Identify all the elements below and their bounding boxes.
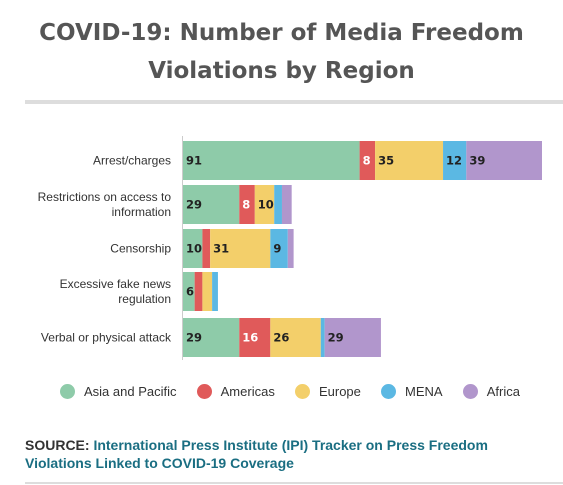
data-label: 31: [213, 242, 229, 256]
data-label: 26: [273, 331, 289, 345]
source-link[interactable]: International Press Institute (IPI) Trac…: [25, 437, 488, 471]
bar-segment: [270, 229, 288, 268]
bar-segment: [320, 318, 325, 357]
category-label-line: Arrest/charges: [93, 154, 171, 168]
bar-segment: [183, 229, 203, 268]
bar-segment: [183, 185, 240, 224]
bar-segment: [212, 272, 218, 311]
data-label: 9: [273, 242, 281, 256]
category-label: Verbal or physical attack: [41, 331, 172, 345]
chart-title: COVID-19: Number of Media Freedom Violat…: [39, 20, 524, 84]
data-label: 35: [378, 154, 394, 168]
legend-swatch: [60, 384, 75, 399]
category-label: Excessive fake news regulation: [60, 277, 171, 306]
legend-swatch: [294, 384, 310, 399]
category-label-line: Censorship: [110, 242, 171, 256]
bar-segment: [183, 272, 195, 311]
bar-segment: [274, 185, 282, 224]
category-label: Censorship: [110, 242, 171, 256]
bar-segment: [324, 318, 381, 357]
category-label: Arrest/charges: [93, 154, 171, 168]
data-label: 8: [242, 198, 250, 212]
bar-segment: [443, 141, 467, 180]
bar-segment: [466, 141, 542, 180]
bar-segment: [281, 185, 292, 224]
bar-segment: [239, 185, 255, 224]
bar-segment: [183, 318, 240, 357]
data-label: 29: [186, 331, 202, 345]
category-label: Restrictions on access to information: [38, 190, 172, 219]
data-label: 10: [186, 242, 202, 256]
title-divider: [25, 100, 563, 104]
legend-item: Europe: [294, 384, 361, 399]
source-prefix: SOURCE:: [25, 437, 94, 453]
bar-segment: [183, 141, 360, 180]
data-label: 10: [258, 198, 274, 212]
source-note: SOURCE: International Press Institute (I…: [25, 436, 545, 472]
legend-label: Europe: [318, 384, 361, 399]
bar-segment: [270, 318, 321, 357]
category-label-line: regulation: [118, 292, 171, 306]
data-label: 29: [328, 331, 344, 345]
category-label-line: Restrictions on access to: [38, 190, 172, 204]
data-label: 29: [186, 198, 202, 212]
data-label: 91: [186, 154, 202, 168]
category-label-line: Excessive fake news: [60, 277, 171, 291]
stacked-bar-chart: Arrest/charges Restrictions on access to i…: [38, 136, 542, 360]
bottom-divider: [25, 482, 563, 484]
bar-segment: [287, 229, 294, 268]
bar-segment: [375, 141, 444, 180]
legend-label: Africa: [486, 384, 520, 399]
data-label: 6: [186, 285, 194, 299]
category-label-line: Verbal or physical attack: [41, 331, 172, 345]
legend-swatch: [196, 384, 212, 399]
category-label-line: information: [112, 205, 171, 219]
data-label: 39: [469, 154, 485, 168]
data-label: 12: [446, 154, 462, 168]
data-label: 16: [242, 331, 258, 345]
bar-segment: [194, 272, 203, 311]
legend-swatch: [462, 384, 478, 399]
legend-item: Americas: [196, 384, 275, 399]
legend-item: Africa: [462, 384, 520, 399]
bar-segment: [210, 229, 271, 268]
bar-segment: [202, 229, 211, 268]
bar-segment: [239, 318, 271, 357]
bars: 91 8 35 12 39 29 8 10 10 31 9 6 29 16 26 29: [183, 141, 542, 357]
bar-segment: [359, 141, 376, 180]
bar-segment: [202, 272, 213, 311]
bar-segment: [254, 185, 275, 224]
legend-label: Americas: [220, 384, 275, 399]
data-label: 8: [363, 154, 371, 168]
legend: Asia and Pacific Americas Europe MENA Africa: [60, 384, 520, 399]
legend-label: Asia and Pacific: [84, 384, 177, 399]
legend-item: MENA: [381, 384, 443, 399]
legend-item: Asia and Pacific: [60, 384, 177, 399]
category-labels: Arrest/charges Restrictions on access to i…: [38, 154, 172, 345]
legend-swatch: [381, 384, 397, 399]
legend-label: MENA: [405, 384, 443, 399]
